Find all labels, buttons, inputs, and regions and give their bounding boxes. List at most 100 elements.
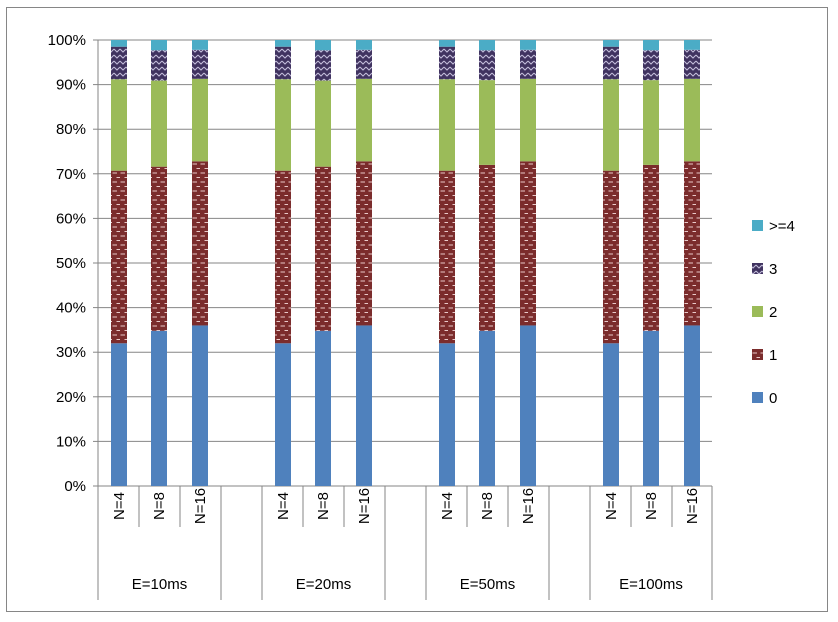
bar-segment-2	[439, 79, 455, 171]
x-category-label: N=16	[356, 488, 373, 524]
bar-segment-3	[643, 50, 659, 81]
bar-segment-gege4	[356, 40, 372, 50]
legend-label: 2	[769, 304, 777, 321]
bar-segment-gege4	[603, 40, 619, 47]
bar-segment-gege4	[111, 40, 127, 47]
bar-segment-0	[151, 330, 167, 486]
bar-segment-0	[111, 343, 127, 486]
x-category-label: N=8	[315, 492, 332, 520]
legend-item: 3	[752, 261, 777, 278]
bar-segment-2	[643, 80, 659, 165]
bar-segment-gege4	[643, 40, 659, 51]
bar-segment-1	[111, 170, 127, 344]
bar-segment-1	[151, 166, 167, 331]
y-tick-label: 20%	[56, 389, 86, 406]
y-tick-label: 10%	[56, 433, 86, 450]
x-group-label: E=50ms	[460, 576, 515, 593]
bar-segment-gege4	[275, 40, 291, 47]
gridlines	[98, 39, 712, 442]
legend-item: 2	[752, 304, 777, 321]
bar-segment-0	[315, 330, 331, 486]
bar-segment-2	[111, 79, 127, 171]
legend-item: 1	[752, 347, 777, 364]
legend-swatch	[752, 220, 763, 231]
legend-swatch	[752, 263, 763, 274]
bar-segment-1	[315, 166, 331, 331]
x-category-label: N=4	[275, 492, 292, 520]
bar-segment-3	[356, 49, 372, 79]
bar-segment-2	[275, 79, 291, 171]
bar-segment-1	[643, 164, 659, 331]
bar-segment-2	[479, 80, 495, 165]
bar-segment-0	[479, 330, 495, 486]
y-tick-label: 30%	[56, 344, 86, 361]
legend-label: 3	[769, 261, 777, 278]
bar-segment-gege4	[315, 40, 331, 51]
bar-segment-3	[275, 46, 291, 80]
legend-swatch	[752, 349, 763, 360]
bar-segment-3	[315, 50, 331, 81]
bar-segment-2	[192, 78, 208, 162]
bar-segment-2	[684, 78, 700, 162]
y-tick-label: 40%	[56, 300, 86, 317]
bar-segment-3	[684, 49, 700, 79]
legend-item: >=4	[752, 218, 795, 235]
x-category-label: N=4	[439, 492, 456, 520]
y-tick-label: 100%	[48, 32, 86, 49]
legend-swatch	[752, 392, 763, 403]
bar-segment-1	[520, 161, 536, 326]
bar-segment-0	[439, 343, 455, 486]
y-tick-label: 70%	[56, 166, 86, 183]
bar-segment-0	[356, 325, 372, 486]
bar-segment-0	[192, 325, 208, 486]
bar-segment-2	[151, 80, 167, 167]
x-category-label: N=4	[111, 492, 128, 520]
x-category-label: N=16	[520, 488, 537, 524]
legend-swatch	[752, 306, 763, 317]
y-tick-label: 80%	[56, 121, 86, 138]
legend: >=4 3 2 1 0	[752, 218, 795, 407]
x-category-label: N=8	[479, 492, 496, 520]
x-group-label: E=20ms	[296, 576, 351, 593]
x-category-label: N=8	[643, 492, 660, 520]
y-tick-label: 60%	[56, 210, 86, 227]
bar-segment-gege4	[192, 40, 208, 50]
bar-segment-gege4	[479, 40, 495, 51]
bar-segment-1	[684, 161, 700, 326]
bar-segment-2	[603, 79, 619, 171]
bar-segment-gege4	[684, 40, 700, 50]
bar-segment-3	[111, 46, 127, 80]
bar-segment-1	[479, 164, 495, 331]
y-tick-label: 50%	[56, 255, 86, 272]
legend-label: >=4	[769, 218, 795, 235]
bar-segment-2	[356, 78, 372, 162]
x-category-label: N=4	[603, 492, 620, 520]
bar-segment-1	[439, 170, 455, 344]
bar-segment-0	[275, 343, 291, 486]
bar-segment-3	[603, 46, 619, 80]
bar-segment-gege4	[151, 40, 167, 51]
bar-segment-2	[315, 80, 331, 167]
bar-segment-3	[151, 50, 167, 81]
bar-segment-3	[439, 46, 455, 80]
legend-label: 0	[769, 390, 777, 407]
bar-segment-3	[192, 49, 208, 79]
bar-segment-gege4	[520, 40, 536, 50]
bar-segment-1	[192, 161, 208, 326]
x-category-label: N=8	[151, 492, 168, 520]
y-tick-label: 90%	[56, 77, 86, 94]
bar-segment-0	[684, 325, 700, 486]
bar-segment-1	[356, 161, 372, 326]
bar-segment-0	[520, 325, 536, 486]
bar-segment-2	[520, 78, 536, 162]
bars	[111, 40, 700, 486]
bar-segment-0	[603, 343, 619, 486]
bar-segment-gege4	[439, 40, 455, 47]
y-tick-label: 0%	[64, 478, 86, 495]
bar-segment-1	[275, 170, 291, 344]
x-group-label: E=100ms	[619, 576, 683, 593]
x-category-label: N=16	[684, 488, 701, 524]
bar-segment-0	[643, 330, 659, 486]
x-group-label: E=10ms	[132, 576, 187, 593]
